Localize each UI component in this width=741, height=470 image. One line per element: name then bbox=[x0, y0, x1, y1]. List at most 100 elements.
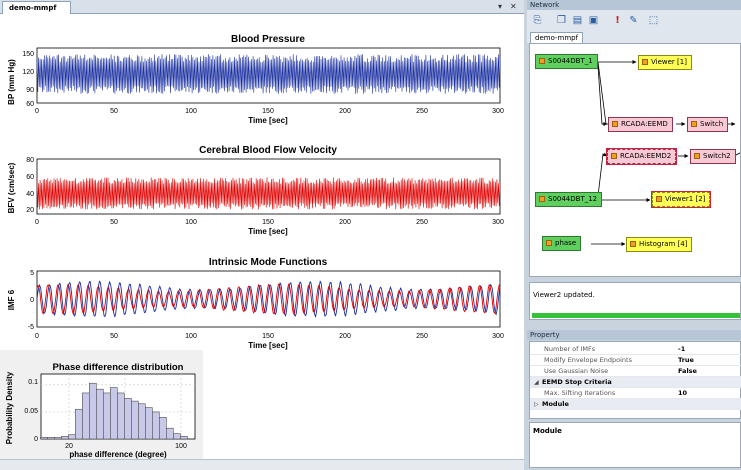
phase-ytick: 0.1 bbox=[28, 379, 38, 386]
node-s0044dbt-12[interactable]: S0044DBT_12 bbox=[535, 192, 603, 207]
node-phase[interactable]: phase bbox=[542, 236, 582, 251]
network-canvas[interactable]: S0044DBT_1 Viewer [1] RCADA:EEMD Switch … bbox=[529, 43, 741, 277]
tab-network-demo-mmpf[interactable]: demo-mmpf bbox=[530, 32, 584, 43]
bp-xtick: 100 bbox=[185, 108, 197, 115]
node-rcada-eemd2[interactable]: RCADA:EEMD2 bbox=[607, 149, 677, 164]
save-icon[interactable]: ▤ bbox=[572, 15, 583, 26]
bfv-title: Cerebral Blood Flow Velocity bbox=[199, 145, 337, 156]
progress-bar bbox=[532, 313, 740, 318]
close-icon[interactable]: ✕ bbox=[510, 2, 517, 11]
bp-xlabel: Time [sec] bbox=[248, 116, 288, 125]
network-tabbar: demo-mmpf bbox=[527, 32, 741, 43]
port-icon bbox=[691, 121, 697, 127]
property-row[interactable]: Use Gaussian Noise False bbox=[530, 366, 741, 377]
node-histogram-4[interactable]: Histogram [4] bbox=[626, 237, 693, 252]
node-label: Viewer [1] bbox=[651, 58, 687, 66]
node-rcada-eemd[interactable]: RCADA:EEMD bbox=[608, 117, 673, 132]
property-row[interactable]: Max. Sifting Iterations 10 bbox=[530, 388, 741, 399]
property-name: Modify Envelope Endpoints bbox=[544, 356, 632, 364]
imf-title: Intrinsic Mode Functions bbox=[209, 257, 328, 268]
document-scrollbar[interactable] bbox=[0, 459, 524, 470]
imf-xtick: 300 bbox=[492, 333, 504, 340]
export-icon[interactable]: ▣ bbox=[588, 15, 599, 26]
phase-bar bbox=[110, 387, 118, 440]
phase-bar bbox=[152, 411, 160, 440]
plots-canvas: Blood Pressure BP (mm Hg) 150 120 90 60 … bbox=[5, 34, 504, 459]
select-icon[interactable]: ⬚ bbox=[648, 15, 659, 26]
node-label: S0044DBT_1 bbox=[548, 57, 593, 65]
collapse-icon[interactable]: ◢ bbox=[534, 379, 539, 386]
property-name: Number of IMFs bbox=[544, 345, 596, 353]
node-label: Histogram [4] bbox=[639, 240, 688, 248]
chevron-down-icon[interactable]: ▾ bbox=[498, 2, 503, 11]
bfv-xtick: 200 bbox=[339, 219, 351, 226]
property-value[interactable]: 10 bbox=[678, 389, 688, 397]
phase-bar bbox=[124, 398, 132, 440]
node-s0044dbt-1[interactable]: S0044DBT_1 bbox=[535, 54, 598, 69]
node-switch2[interactable]: Switch2 bbox=[690, 149, 736, 164]
tab-demo-mmpf[interactable]: demo-mmpf bbox=[2, 1, 72, 14]
open-icon[interactable]: ⎘ bbox=[533, 15, 542, 26]
property-row[interactable]: Modify Envelope Endpoints True bbox=[530, 355, 741, 366]
port-icon bbox=[539, 196, 545, 202]
port-icon bbox=[539, 58, 545, 64]
bfv-ytick: 20 bbox=[26, 207, 34, 214]
phase-bar bbox=[145, 407, 153, 440]
bp-xticks: 0 50 100 150 200 250 300 bbox=[35, 108, 504, 115]
bp-ylabel: BP (mm Hg) bbox=[7, 59, 16, 105]
bp-xtick: 250 bbox=[416, 108, 428, 115]
property-name: Use Gaussian Noise bbox=[544, 367, 609, 375]
network-toolbar: ⎘ ❐ ▤ ▣ ! ✎ ⬚ bbox=[527, 10, 741, 32]
phase-xtick: 100 bbox=[175, 443, 187, 450]
property-value[interactable]: -1 bbox=[678, 345, 686, 353]
bfv-yticks: 80 60 40 20 bbox=[26, 157, 34, 214]
bp-plot: Blood Pressure BP (mm Hg) 150 120 90 60 … bbox=[7, 34, 504, 125]
alert-icon[interactable]: ! bbox=[615, 15, 620, 26]
bfv-ylabel: BFV (cm/sec) bbox=[7, 162, 16, 213]
property-category-label: EEMD Stop Criteria bbox=[542, 378, 612, 386]
imf-xticks: 0 50 100 150 200 250 300 bbox=[35, 333, 504, 340]
property-row[interactable]: Number of IMFs -1 bbox=[530, 344, 741, 355]
property-value[interactable]: False bbox=[678, 367, 697, 375]
status-message: Viewer2 updated. bbox=[533, 291, 595, 299]
node-label: phase bbox=[555, 239, 577, 247]
property-grid[interactable]: Number of IMFs -1 Modify Envelope Endpoi… bbox=[529, 341, 741, 419]
copy-icon[interactable]: ❐ bbox=[557, 15, 566, 26]
property-category[interactable]: ◢ EEMD Stop Criteria bbox=[530, 377, 741, 388]
property-category[interactable]: ▷ Module bbox=[530, 399, 741, 410]
node-viewer1-2[interactable]: Viewer1 [2] bbox=[652, 192, 711, 207]
bp-xtick: 150 bbox=[262, 108, 274, 115]
node-label: Switch bbox=[700, 120, 724, 128]
property-category-label: Module bbox=[542, 400, 569, 408]
phase-bar bbox=[173, 433, 181, 440]
bfv-ytick: 60 bbox=[26, 174, 34, 181]
edge-s2-r2 bbox=[597, 152, 608, 197]
node-switch[interactable]: Switch bbox=[687, 117, 729, 132]
property-name: Max. Sifting Iterations bbox=[544, 389, 616, 397]
phase-bar bbox=[40, 437, 48, 440]
bp-xtick: 300 bbox=[492, 108, 504, 115]
property-description: Module bbox=[529, 422, 741, 468]
phase-bar bbox=[89, 382, 97, 440]
imf-series-line-red bbox=[36, 283, 501, 316]
phase-ylabel: Probability Density bbox=[5, 371, 14, 444]
phase-ytick: 0.05 bbox=[24, 408, 38, 415]
network-edges bbox=[591, 60, 740, 246]
phase-bar bbox=[82, 392, 90, 440]
expand-icon[interactable]: ▷ bbox=[534, 401, 539, 408]
node-label: S0044DBT_12 bbox=[548, 195, 598, 203]
node-viewer-1[interactable]: Viewer [1] bbox=[638, 55, 692, 70]
port-icon bbox=[656, 196, 662, 202]
property-value[interactable]: True bbox=[678, 356, 694, 364]
bp-series-line bbox=[36, 54, 501, 94]
phase-bar bbox=[103, 392, 111, 440]
pin-icon[interactable]: ✎ bbox=[629, 15, 638, 26]
phase-bar bbox=[117, 392, 125, 440]
imf-ytick: 0 bbox=[30, 297, 34, 304]
imf-axes bbox=[36, 270, 501, 328]
progress-fill bbox=[532, 313, 740, 318]
bfv-series-line bbox=[36, 177, 501, 210]
bp-ytick: 60 bbox=[26, 101, 34, 108]
imf-xtick: 250 bbox=[416, 333, 428, 340]
bfv-ytick: 80 bbox=[26, 157, 34, 164]
